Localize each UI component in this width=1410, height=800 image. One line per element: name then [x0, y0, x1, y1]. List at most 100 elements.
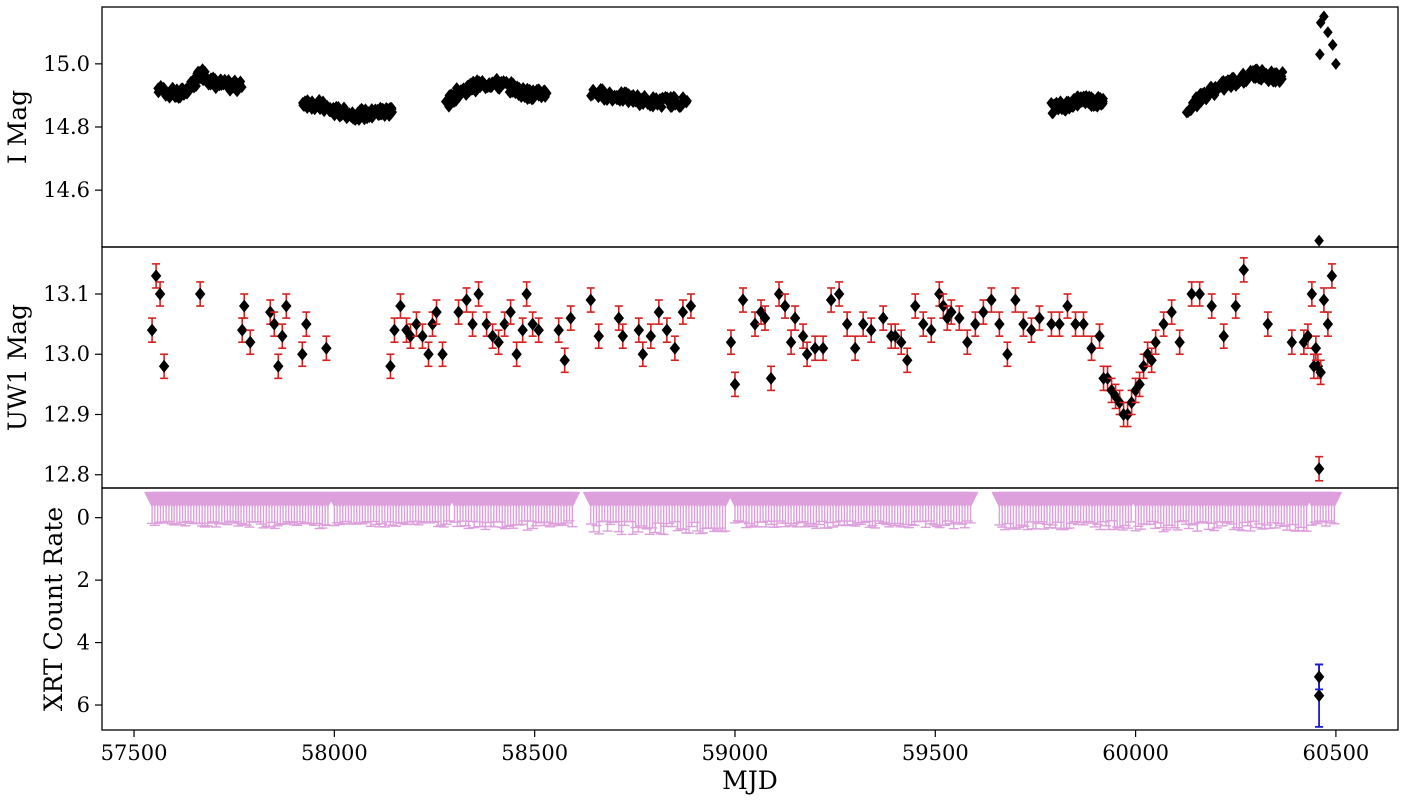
uw1-point [797, 329, 809, 343]
uw1-point [1262, 317, 1273, 331]
uw1-point [1230, 299, 1241, 313]
uw1-point [789, 311, 801, 325]
uw1-point [1315, 365, 1326, 379]
uw1-point [281, 299, 292, 313]
uw1-point [773, 287, 785, 301]
uw1-point [427, 317, 438, 331]
uw1-point [1158, 317, 1169, 331]
i-mag-point [494, 82, 505, 95]
uw1-point [1302, 329, 1314, 343]
uw1-point [395, 299, 406, 313]
uw1-point [487, 329, 498, 343]
i-mag-point [1315, 48, 1325, 61]
uw1-point [1306, 287, 1318, 301]
uw1-point [585, 293, 596, 307]
uw1-point [1018, 317, 1029, 331]
i-mag-point [682, 94, 692, 107]
uw1-point [613, 311, 624, 325]
uw1-point [946, 305, 957, 319]
uw1-point [809, 341, 821, 355]
i-mag-point [1277, 73, 1287, 86]
uw1-point [1238, 263, 1249, 277]
uw1-point [467, 317, 478, 331]
uw1-point [910, 299, 921, 313]
y-axis-label: XRT Count Rate [39, 507, 68, 711]
uw1-point [1010, 293, 1021, 307]
uw1-point [417, 329, 428, 343]
uw1-point [453, 305, 464, 319]
uw1-point [645, 329, 657, 343]
uw1-point [954, 311, 965, 325]
y-tick-label: 0 [77, 506, 90, 530]
panel-frame [101, 246, 1399, 489]
uw1-point [1138, 359, 1149, 373]
uw1-point [1034, 311, 1045, 325]
uw1-point [896, 335, 907, 349]
i-mag-point [623, 96, 634, 109]
uw1-point [637, 347, 649, 361]
xrt-upper-limit-marker [1326, 491, 1343, 508]
uw1-point [749, 317, 761, 331]
i-mag-point [669, 91, 680, 104]
uw1-point [1322, 317, 1334, 331]
uw1-point [1070, 317, 1081, 331]
uw1-point [1166, 305, 1177, 319]
uw1-point [423, 347, 434, 361]
uw1-point [505, 305, 516, 319]
uw1-point [1054, 317, 1065, 331]
x-tick-label: 60000 [1102, 741, 1169, 765]
uw1-point [553, 323, 564, 337]
uw1-point [565, 311, 576, 325]
uw1-point [1114, 395, 1125, 409]
uw1-point [1046, 317, 1057, 331]
panel-i-mag: 14.6 14.8 15.0 I Mag [3, 10, 1341, 247]
uw1-point [1094, 329, 1105, 343]
uw1-point [1206, 299, 1217, 313]
uw1-point [1146, 353, 1157, 367]
uw1-point [857, 317, 869, 331]
uw1-point [890, 329, 901, 343]
uw1-point [461, 293, 472, 307]
i-mag-point [656, 101, 667, 114]
x-tick-label: 60500 [1302, 741, 1369, 765]
uw1-point [785, 335, 797, 349]
uw1-point [1310, 341, 1322, 355]
uw1-point [685, 299, 697, 313]
uw1-point [986, 293, 997, 307]
y-tick-label: 4 [77, 631, 90, 655]
uw1-point [926, 323, 937, 337]
uw1-point [633, 323, 645, 337]
uw1-point [389, 323, 400, 337]
i-mag-point [1319, 10, 1329, 23]
uw1-point [154, 287, 166, 301]
i-mag-point [200, 65, 210, 78]
y-tick-label: 12.8 [43, 463, 90, 487]
uw1-point [817, 341, 829, 355]
uw1-point [902, 353, 913, 367]
uw1-point [1110, 389, 1121, 403]
uw1-point [511, 347, 522, 361]
uw1-point [978, 305, 989, 319]
i-mag-point [1277, 65, 1288, 78]
i-mag-point [172, 83, 182, 96]
uw1-point [918, 317, 929, 331]
i-mag-point [1323, 26, 1333, 39]
xrt-point [1313, 689, 1325, 703]
uw1-point [269, 317, 280, 331]
i-mag-point [630, 95, 641, 108]
y-tick-label: 12.9 [43, 402, 90, 426]
uw1-point [146, 323, 158, 337]
uw1-point [970, 317, 981, 331]
uw1-point [962, 335, 973, 349]
uw1-point [527, 317, 538, 331]
i-mag-point [1314, 234, 1324, 247]
panel-frame [101, 487, 1399, 731]
uw1-point [865, 323, 877, 337]
x-tick-label: 58000 [301, 741, 368, 765]
i-mag-point [632, 89, 643, 102]
uw1-point [1150, 335, 1161, 349]
uw1-point [237, 323, 248, 337]
uw1-point [1134, 377, 1145, 391]
uw1-point [481, 317, 492, 331]
